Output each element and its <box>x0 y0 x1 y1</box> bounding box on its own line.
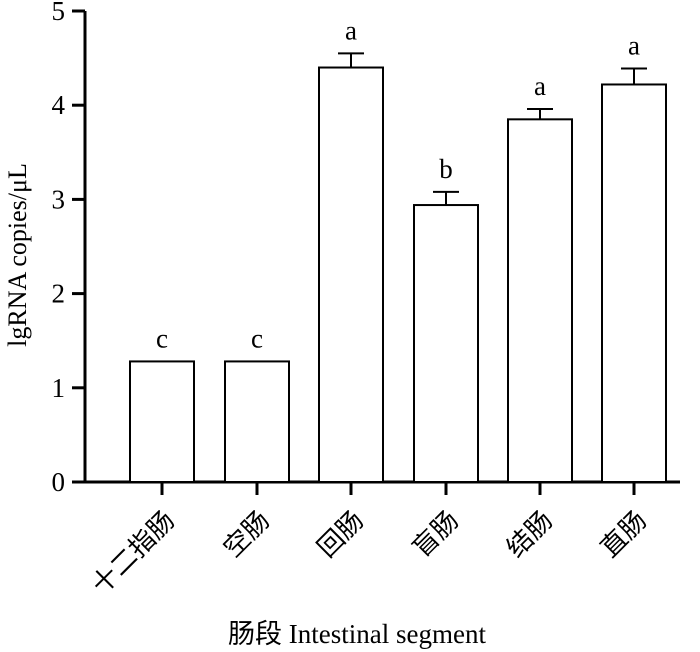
y-tick-label: 0 <box>52 467 66 497</box>
x-category-label: 空肠 <box>218 506 275 563</box>
bar-4 <box>413 204 479 483</box>
bar-2 <box>224 360 290 484</box>
x-axis-title: 肠段 Intestinal segment <box>228 619 486 649</box>
bars <box>129 52 667 484</box>
bar-5 <box>507 118 573 484</box>
x-category-label: 十二指肠 <box>86 506 180 600</box>
y-axis-title: lgRNA copies/μL <box>3 163 32 347</box>
y-tick-label: 2 <box>52 279 66 309</box>
bar-6 <box>601 83 667 483</box>
y-tick-label: 1 <box>52 373 66 403</box>
significance-letter: b <box>439 154 453 184</box>
significance-letter: a <box>534 71 546 101</box>
x-category-label: 结肠 <box>501 506 558 563</box>
bar-3 <box>318 66 384 484</box>
significance-letter: a <box>628 30 640 60</box>
x-category-label: 直肠 <box>595 506 652 563</box>
y-tick-label: 4 <box>52 90 66 120</box>
significance-letter: c <box>156 323 168 353</box>
bar-1 <box>129 360 195 484</box>
y-tick-label: 5 <box>52 0 66 26</box>
y-tick-label: 3 <box>52 184 66 214</box>
x-category-label: 盲肠 <box>407 506 464 563</box>
x-category-label: 回肠 <box>312 506 369 563</box>
significance-letter: c <box>251 323 263 353</box>
significance-letter: a <box>345 15 357 45</box>
